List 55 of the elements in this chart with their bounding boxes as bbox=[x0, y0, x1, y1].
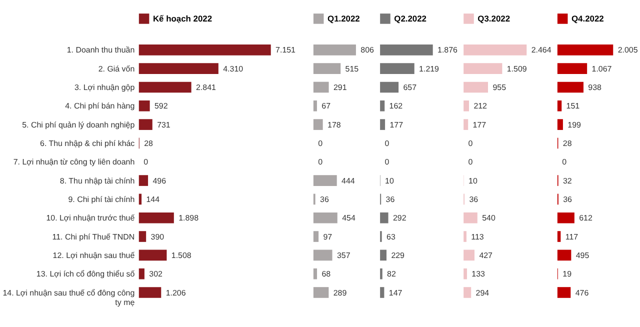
legend-label: Q4.2022 bbox=[571, 14, 604, 24]
bar bbox=[464, 287, 472, 298]
bar bbox=[313, 268, 318, 280]
bar bbox=[313, 63, 341, 74]
bar bbox=[380, 82, 399, 93]
bar bbox=[313, 119, 323, 130]
bar bbox=[313, 287, 329, 298]
bar bbox=[380, 119, 386, 130]
bar bbox=[380, 100, 385, 112]
bar bbox=[138, 119, 152, 130]
legend-label: Q2.2022 bbox=[394, 14, 427, 24]
legend-label: Q1.2022 bbox=[328, 14, 360, 24]
bar bbox=[464, 100, 469, 112]
bar bbox=[138, 82, 192, 93]
bar bbox=[138, 231, 146, 242]
bar bbox=[464, 212, 478, 224]
bar bbox=[138, 268, 144, 280]
bar bbox=[313, 82, 329, 93]
bar bbox=[138, 175, 148, 186]
bar bbox=[464, 44, 527, 56]
bar bbox=[464, 250, 475, 261]
bar bbox=[557, 287, 571, 298]
bar bbox=[557, 44, 614, 56]
bar bbox=[464, 82, 488, 93]
bar bbox=[464, 231, 466, 242]
bar bbox=[138, 63, 218, 74]
bar bbox=[138, 250, 167, 261]
bar bbox=[313, 231, 319, 242]
bar bbox=[380, 250, 386, 261]
bar bbox=[557, 63, 588, 74]
bar bbox=[138, 194, 142, 205]
bar bbox=[557, 250, 572, 261]
bar bbox=[138, 287, 162, 298]
bar bbox=[557, 231, 561, 242]
bar bbox=[138, 100, 150, 112]
bar bbox=[380, 63, 414, 74]
bar bbox=[380, 44, 433, 56]
bar bbox=[557, 212, 574, 224]
legend-label: Q3.2022 bbox=[478, 14, 510, 24]
bar bbox=[557, 82, 584, 93]
bar bbox=[464, 119, 468, 130]
legend-label: Kế hoạch 2022 bbox=[152, 14, 212, 24]
bar bbox=[557, 100, 562, 112]
bar bbox=[138, 44, 271, 56]
bar bbox=[313, 44, 356, 56]
bar bbox=[464, 268, 467, 280]
bar bbox=[557, 119, 563, 130]
bar bbox=[313, 100, 317, 112]
bar bbox=[380, 287, 384, 298]
bar bbox=[380, 212, 388, 224]
bar bbox=[313, 212, 338, 224]
bar bbox=[464, 63, 502, 74]
bar bbox=[313, 250, 332, 261]
bar bbox=[313, 175, 337, 186]
bar bbox=[138, 212, 174, 224]
